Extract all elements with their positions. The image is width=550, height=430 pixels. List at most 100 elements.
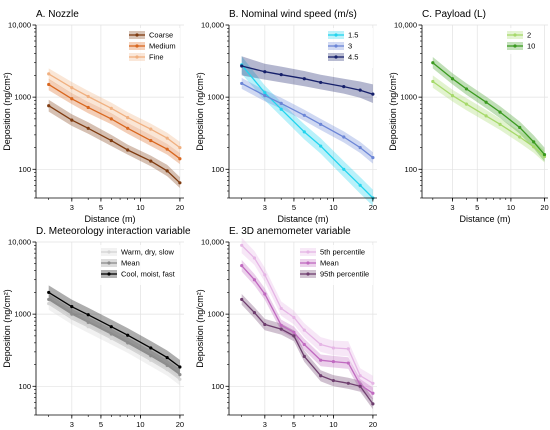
data-point [484, 114, 488, 118]
data-point [346, 347, 350, 351]
x-tick-label: 3 [70, 420, 74, 429]
data-point [70, 118, 74, 122]
data-point [70, 312, 74, 316]
data-point [279, 323, 283, 327]
data-point [109, 336, 113, 341]
data-point [263, 94, 267, 98]
data-point [149, 358, 153, 362]
y-axis-label: Deposition (ng/cm²) [388, 72, 398, 151]
data-point [240, 297, 244, 302]
data-point [279, 107, 283, 111]
x-tick-label: 5 [99, 420, 103, 429]
data-point [165, 136, 169, 140]
series-line-1 [48, 298, 181, 376]
data-point [371, 92, 375, 96]
legend-label: 10 [527, 42, 535, 51]
panel-title: E. 3D anemometer variable [229, 226, 351, 237]
data-point [292, 315, 296, 320]
legend-swatch-point [513, 33, 517, 37]
data-point [358, 88, 362, 92]
data-point [331, 359, 335, 364]
y-tick-label: 100 [18, 165, 31, 174]
panel-4: 3 5 10 20 100 1000 10,000 D. Meteorology intera… [2, 226, 191, 429]
data-point [532, 145, 536, 149]
legend-swatch-point [334, 33, 338, 37]
data-point [464, 87, 469, 91]
y-tick-label: 10,000 [201, 21, 224, 30]
data-point [498, 110, 502, 114]
legend-swatch-point [306, 250, 310, 254]
y-tick-label: 10,000 [8, 21, 31, 30]
data-point [342, 135, 346, 139]
series-line-0 [48, 105, 181, 184]
legend-swatch-point [334, 44, 338, 48]
data-point [542, 152, 547, 157]
data-point [319, 358, 323, 362]
panel-title: A. Nozzle [36, 9, 79, 20]
y-tick-label: 10,000 [201, 238, 224, 247]
data-point [109, 138, 113, 143]
x-axis-label: Distance (m) [459, 214, 510, 224]
data-point [302, 354, 306, 358]
data-point [149, 138, 153, 143]
legend-label: 3 [348, 42, 352, 51]
legend-label: 4.5 [348, 53, 358, 62]
data-point [342, 167, 346, 171]
data-point [450, 77, 455, 81]
legend: Coarse Medium Fine [126, 28, 180, 68]
legend-swatch-point [107, 261, 111, 265]
data-point [86, 94, 90, 99]
data-point [302, 130, 306, 134]
data-point [165, 355, 169, 360]
legend-swatch-point [107, 250, 111, 254]
x-tick-label: 3 [263, 203, 267, 212]
data-point [165, 368, 169, 372]
x-tick-label: 5 [292, 203, 296, 212]
legend-label: 5th percentile [320, 248, 365, 257]
data-point [149, 159, 153, 163]
data-point [498, 122, 502, 126]
data-point [263, 322, 267, 327]
data-point [292, 330, 296, 334]
legend-label: 95th percentile [320, 270, 369, 279]
data-point [371, 402, 375, 406]
legend-swatch-point [107, 272, 111, 276]
legend-swatch-point [306, 272, 310, 276]
data-point [371, 391, 375, 395]
legend-background [504, 28, 544, 54]
x-axis-label: Distance (m) [277, 214, 328, 224]
panel-title: B. Nominal wind speed (m/s) [229, 9, 357, 20]
legend-label: Cool, moist, fast [121, 270, 176, 279]
y-tick-label: 1000 [14, 93, 31, 102]
x-tick-label: 5 [292, 420, 296, 429]
data-point [279, 73, 283, 77]
data-point [518, 125, 522, 130]
data-point [70, 97, 74, 101]
legend-label: 2 [527, 31, 531, 40]
x-tick-label: 3 [450, 203, 454, 212]
series-line-0 [241, 64, 374, 199]
legend-swatch-point [135, 44, 139, 48]
data-point [165, 169, 169, 173]
x-tick-label: 10 [136, 203, 144, 212]
legend-label: Fine [149, 53, 164, 62]
data-point [126, 345, 130, 349]
legend-swatch-point [135, 33, 139, 37]
panel-5: 3 5 10 20 100 1000 10,000 E. 3D anemometer vari… [195, 226, 377, 429]
data-point [126, 126, 130, 130]
data-point [149, 354, 153, 358]
data-point [86, 325, 90, 329]
data-point [331, 378, 335, 383]
y-tick-label: 1000 [207, 310, 224, 319]
data-point [86, 126, 90, 130]
y-axis-label: Deposition (ng/cm²) [2, 72, 12, 151]
data-point [358, 145, 362, 150]
data-point [464, 102, 469, 106]
data-point [319, 144, 323, 148]
data-point [109, 117, 113, 121]
y-tick-label: 100 [211, 382, 224, 391]
data-point [149, 346, 153, 350]
data-point [279, 101, 283, 105]
data-point [178, 181, 182, 185]
